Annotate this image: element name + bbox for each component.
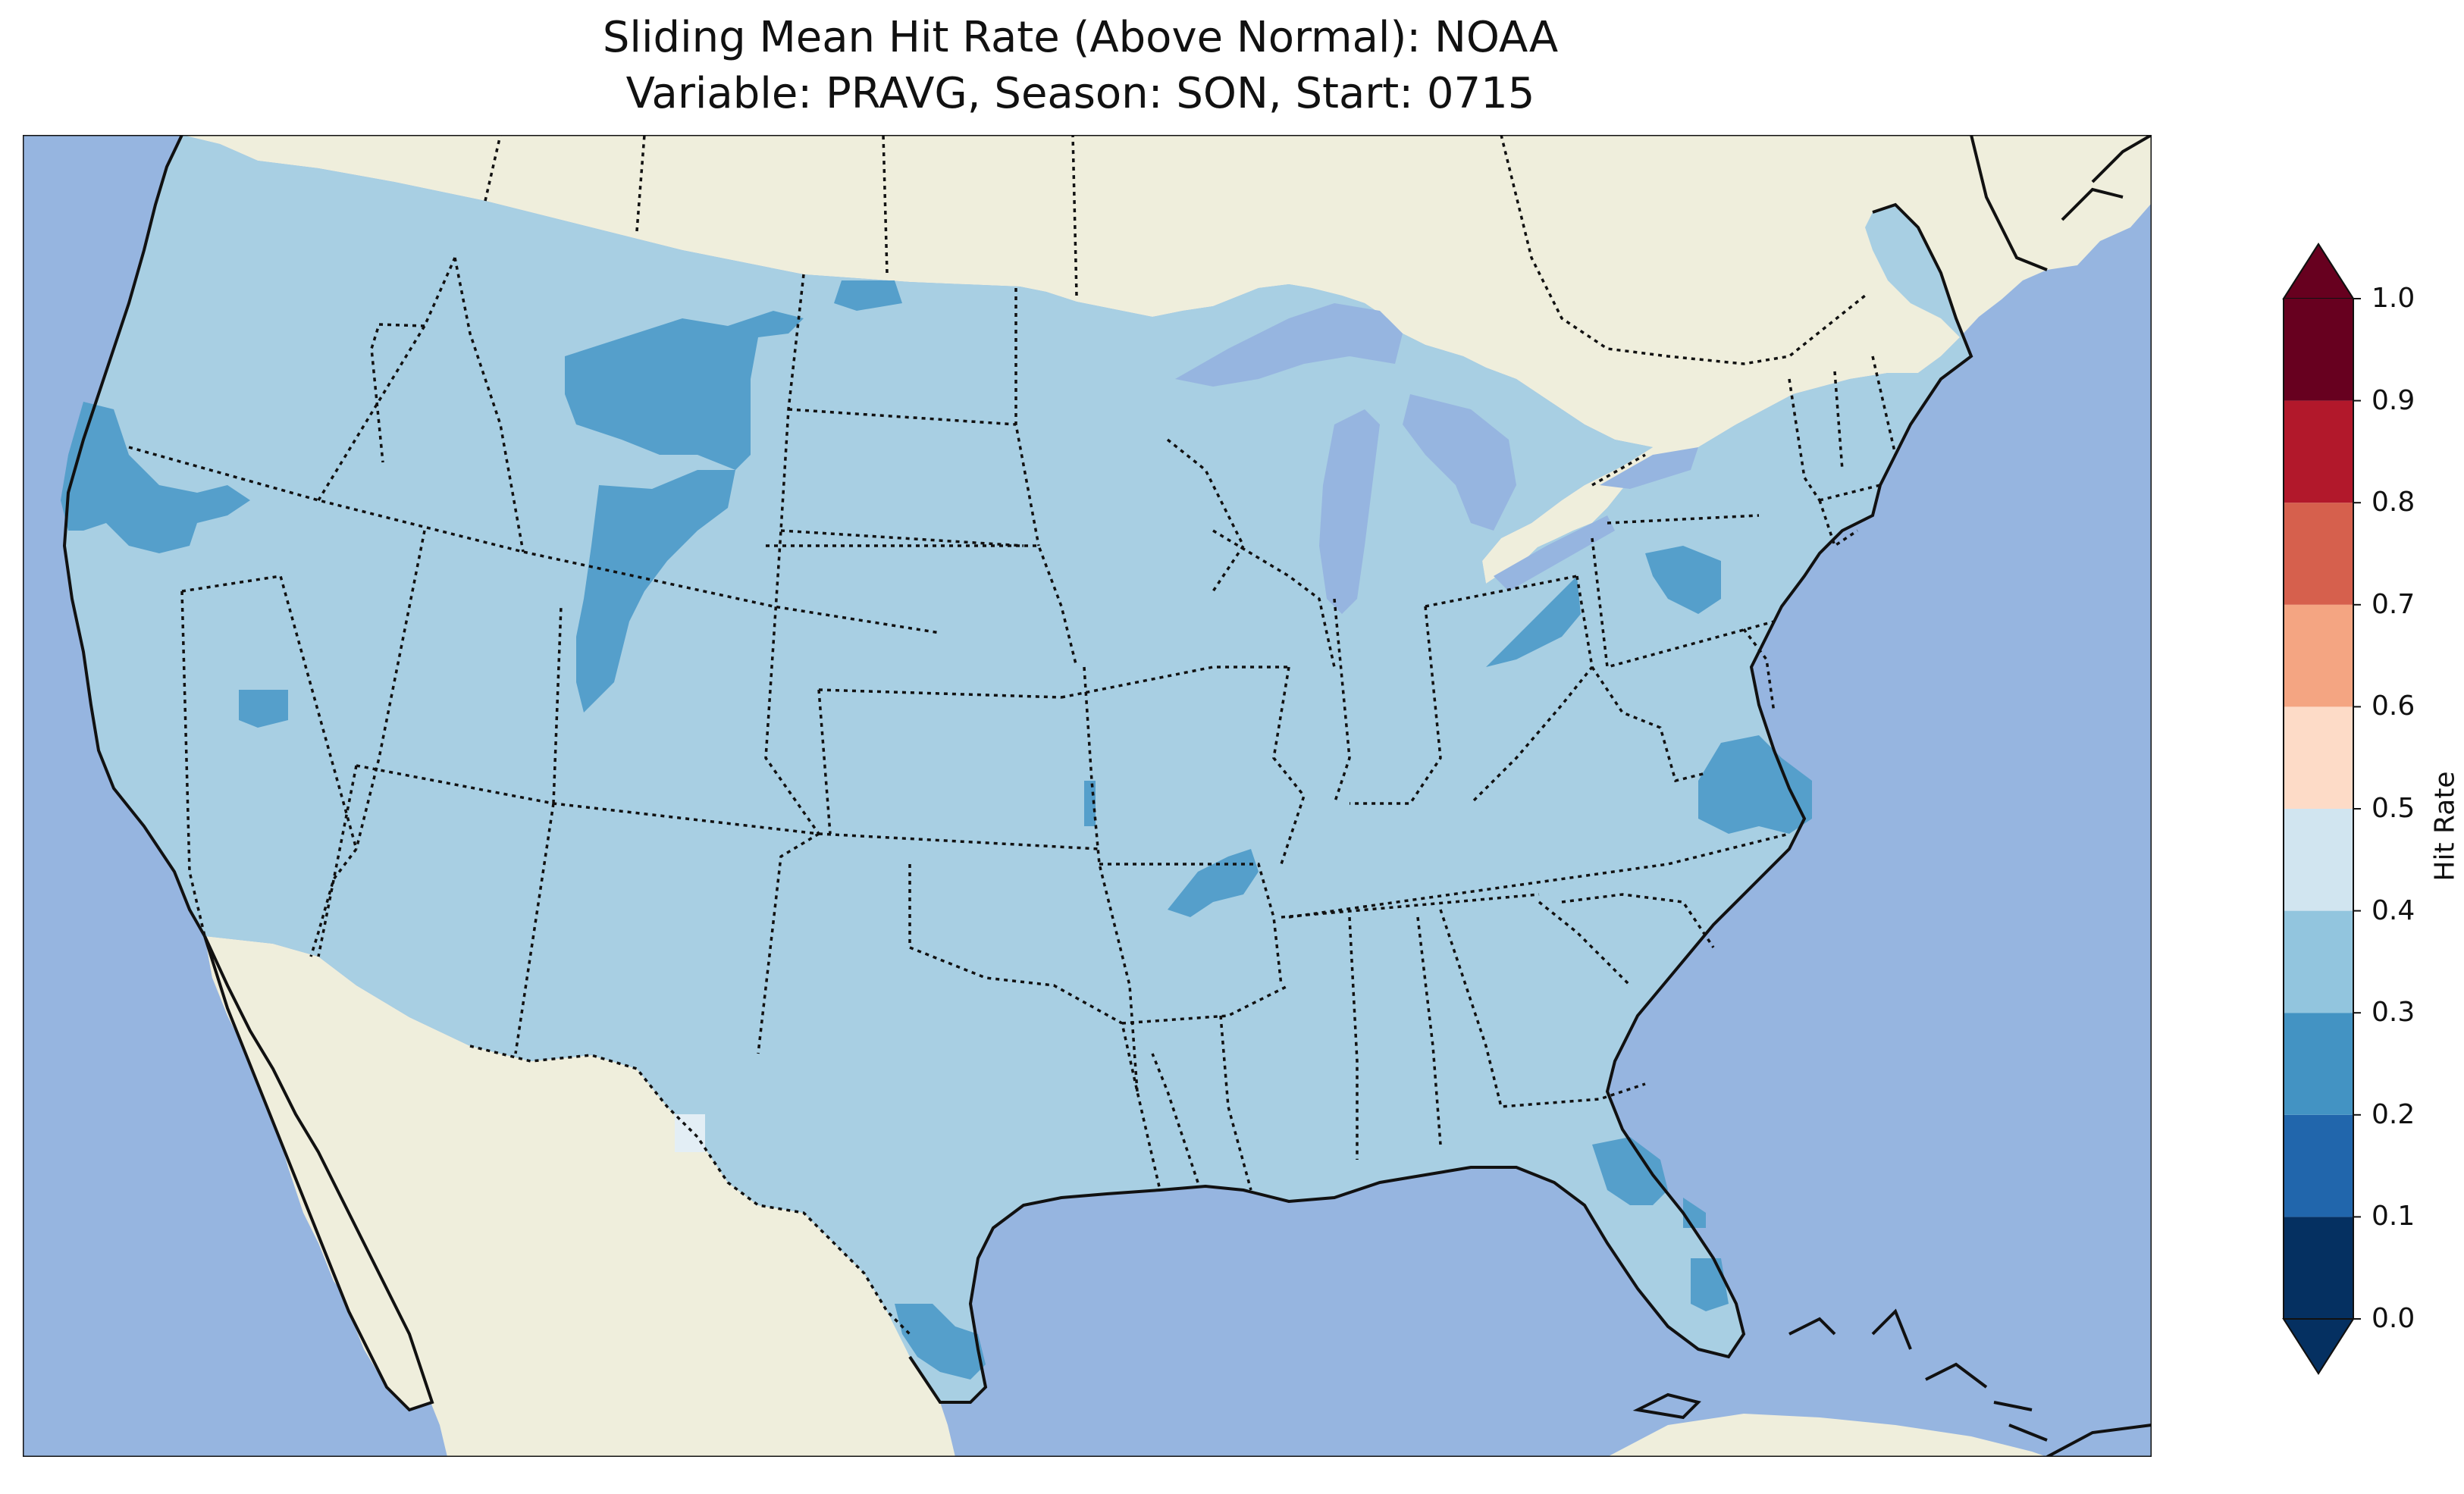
colorbar-bin [2284, 910, 2353, 1013]
hit-region-florida-w [1592, 1137, 1668, 1205]
lake-erie [1494, 515, 1615, 591]
colorbar-bin [2284, 400, 2353, 503]
lake-michigan [1319, 409, 1380, 614]
hit-region-ohio [1486, 576, 1581, 667]
hit-region-w-texas-light [675, 1114, 705, 1152]
hit-region-wyoming [576, 470, 735, 713]
state-borders [128, 257, 1897, 1191]
colorbar-tick-label: 0.3 [2372, 997, 2415, 1029]
colorbar-bin [2284, 809, 2353, 911]
canada-land [23, 135, 2152, 584]
lake-ontario [1600, 447, 1698, 489]
hit-region-ca-or-coast [61, 402, 250, 553]
baja-land [205, 936, 432, 1410]
colorbar-bin [2284, 1114, 2353, 1217]
colorbar-tick-label: 0.9 [2372, 384, 2415, 416]
colorbar-tick-label: 0.6 [2372, 691, 2415, 722]
colorbar-bin [2284, 604, 2353, 707]
colorbar-bin [2284, 1217, 2353, 1319]
hit-region-pennsylvania [1645, 546, 1721, 614]
colorbar-bin [2284, 1013, 2353, 1115]
colorbar-under-triangle [2282, 1318, 2355, 1375]
hit-region-montana [565, 311, 804, 470]
hit-region-nc-va [1698, 735, 1812, 834]
hit-region-nevada [239, 690, 288, 728]
colorbar-tick-label: 0.7 [2372, 588, 2415, 620]
hit-region-s-texas [895, 1304, 986, 1380]
colorbar-tick-label: 1.0 [2372, 283, 2415, 314]
lake-huron [1403, 394, 1516, 531]
colorbar-tick-label: 0.4 [2372, 894, 2415, 926]
colorbar-bin [2284, 706, 2353, 809]
colorbar-tick-label: 0.5 [2372, 793, 2415, 824]
country-borders [469, 135, 1867, 1336]
lake-superior [1175, 303, 1403, 387]
colorbar-tick-label: 0.8 [2372, 487, 2415, 518]
hit-region-arkansas [1168, 849, 1259, 917]
colorbar-tick-label: 0.1 [2372, 1201, 2415, 1232]
map-canvas [23, 135, 2152, 1457]
colorbar [2282, 243, 2355, 1375]
colorbar-tick-label: 0.2 [2372, 1098, 2415, 1130]
colorbar-bin [2284, 299, 2353, 401]
chart-title-line-2: Variable: PRAVG, Season: SON, Start: 071… [625, 69, 1535, 118]
hit-region-n-dakota [834, 280, 902, 311]
colorbar-over-triangle [2282, 243, 2355, 299]
colorbar-tick-label: 0.0 [2372, 1303, 2415, 1334]
coastlines [62, 135, 2152, 1457]
chart-title-line-1: Sliding Mean Hit Rate (Above Normal): NO… [602, 13, 1559, 62]
cuba-land [1607, 1414, 2047, 1457]
colorbar-bin [2284, 503, 2353, 605]
colorbar-label: Hit Rate [2429, 771, 2461, 882]
